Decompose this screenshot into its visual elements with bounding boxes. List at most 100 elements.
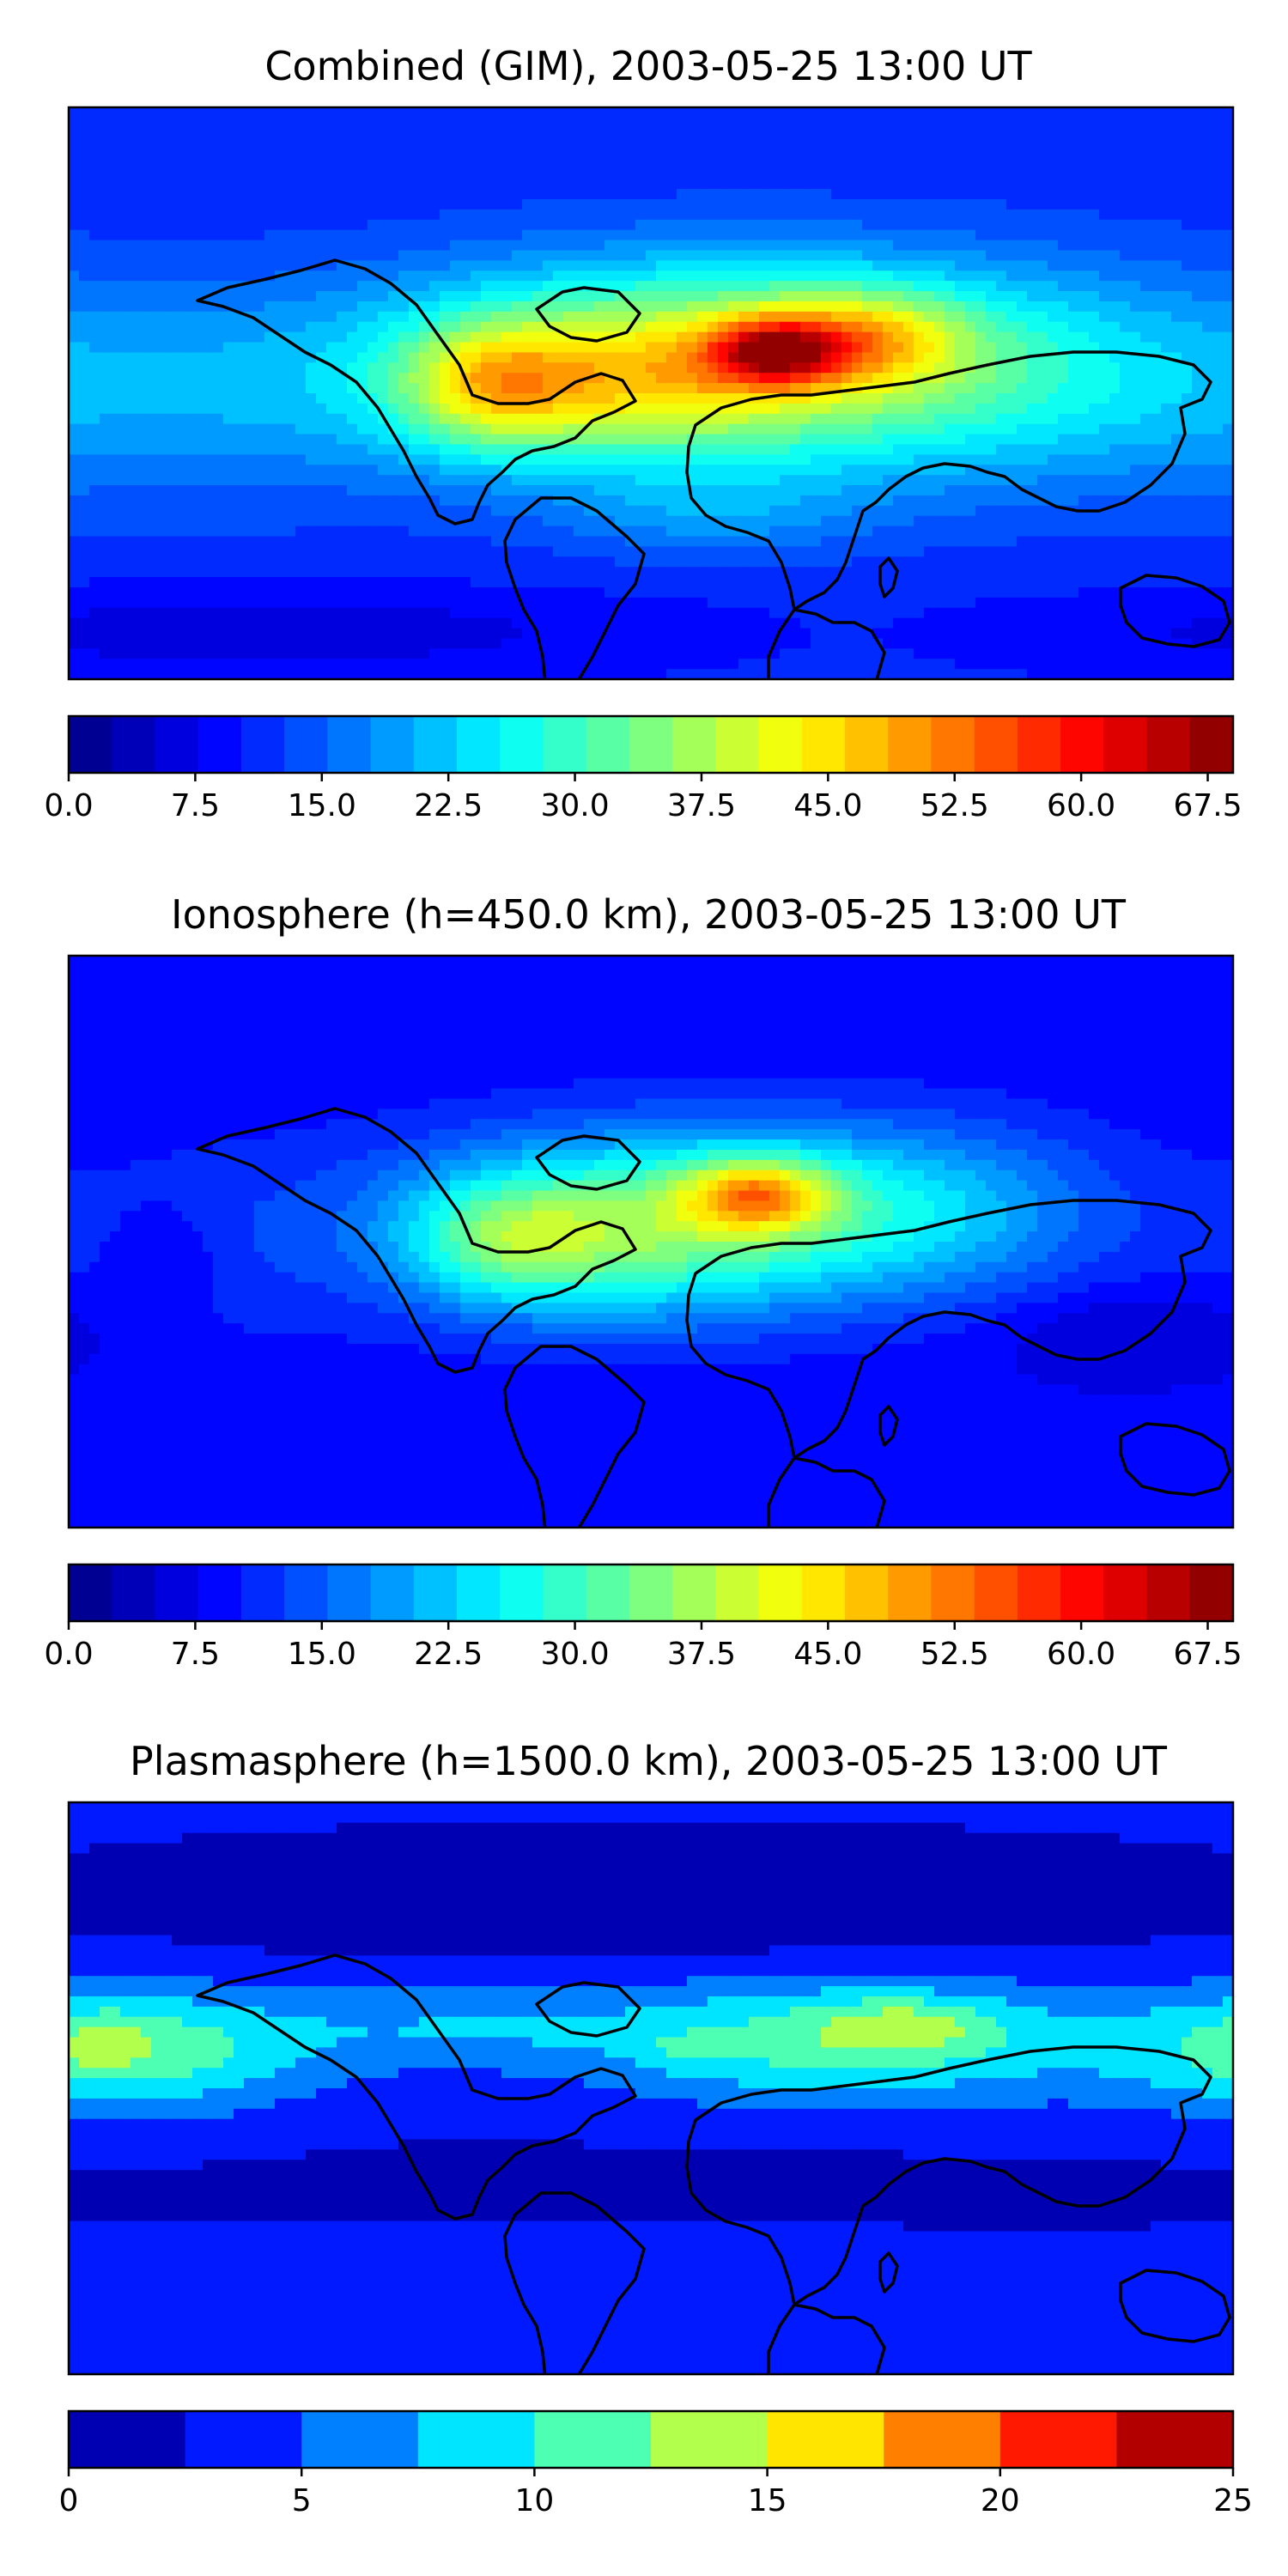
contour-cell	[1109, 475, 1121, 486]
contour-cell	[996, 536, 1007, 547]
contour-cell	[697, 342, 708, 354]
contour-cell	[780, 189, 791, 200]
contour-cell	[254, 199, 265, 210]
contour-cell	[450, 383, 461, 394]
contour-cell	[1140, 505, 1151, 517]
contour-cell	[79, 342, 90, 354]
contour-cell	[677, 536, 688, 547]
contour-cell	[1192, 107, 1203, 118]
contour-cell	[594, 505, 605, 517]
contour-cell	[996, 270, 1007, 282]
contour-cell	[1161, 189, 1172, 200]
contour-cell	[677, 413, 688, 425]
contour-cell	[1192, 281, 1203, 292]
contour-cell	[1171, 475, 1182, 486]
contour-cell	[821, 321, 832, 333]
contour-cell	[790, 465, 801, 476]
contour-cell	[646, 515, 657, 527]
contour-cell	[1223, 393, 1233, 404]
contour-cell	[697, 485, 708, 496]
contour-cell	[172, 546, 183, 557]
contour-cell	[893, 291, 904, 302]
contour-cell	[687, 168, 698, 179]
contour-cell	[120, 219, 131, 231]
contour-cell	[460, 107, 471, 118]
contour-cell	[1130, 331, 1141, 343]
contour-cell	[1027, 546, 1038, 557]
contour-cell	[790, 260, 801, 271]
contour-cell	[1212, 423, 1224, 435]
contour-cell	[481, 434, 492, 446]
contour-cell	[110, 311, 121, 323]
contour-cell	[275, 260, 286, 271]
contour-cell	[769, 526, 781, 538]
contour-cell	[996, 148, 1007, 160]
contour-cell	[316, 373, 327, 384]
contour-cell	[1027, 189, 1038, 200]
contour-cell	[481, 362, 492, 374]
contour-cell	[295, 495, 307, 507]
contour-cell	[1182, 475, 1193, 486]
contour-cell	[780, 495, 791, 507]
contour-cell	[429, 465, 440, 476]
contour-cell	[1078, 485, 1090, 496]
contour-cell	[491, 270, 502, 282]
contour-cell	[718, 301, 729, 313]
contour-cell	[738, 423, 750, 435]
contour-cell	[471, 117, 482, 129]
contour-cell	[1171, 209, 1182, 221]
contour-cell	[471, 209, 482, 221]
contour-cell	[594, 403, 605, 415]
contour-cell	[656, 444, 667, 455]
contour-cell	[759, 423, 770, 435]
contour-cell	[955, 137, 966, 149]
contour-cell	[852, 117, 863, 129]
contour-cell	[409, 148, 420, 160]
contour-cell	[955, 291, 966, 302]
contour-cell	[316, 209, 327, 221]
contour-cell	[151, 107, 162, 118]
contour-cell	[161, 444, 173, 455]
contour-cell	[738, 240, 750, 252]
contour-cell	[594, 465, 605, 476]
contour-cell	[161, 546, 173, 557]
contour-cell	[769, 250, 781, 261]
contour-cell	[316, 168, 327, 179]
contour-cell	[811, 321, 822, 333]
contour-cell	[471, 250, 482, 261]
contour-cell	[1182, 281, 1193, 292]
contour-cell	[975, 209, 987, 221]
contour-cell	[893, 107, 904, 118]
contour-cell	[872, 362, 884, 374]
contour-cell	[161, 311, 173, 323]
contour-cell	[1151, 342, 1162, 354]
contour-cell	[831, 526, 842, 538]
contour-cell	[491, 434, 502, 446]
contour-cell	[347, 117, 358, 129]
contour-cell	[203, 107, 214, 118]
contour-cell	[522, 240, 533, 252]
contour-cell	[811, 434, 822, 446]
contour-cell	[1058, 291, 1069, 302]
contour-cell	[1223, 373, 1233, 384]
contour-cell	[460, 301, 471, 313]
contour-cell	[141, 168, 152, 179]
contour-cell	[264, 209, 276, 221]
contour-cell	[1078, 321, 1090, 333]
contour-cell	[481, 331, 492, 343]
contour-cell	[924, 127, 935, 139]
contour-cell	[996, 321, 1007, 333]
contour-cell	[213, 179, 224, 190]
contour-cell	[1120, 158, 1131, 169]
contour-cell	[1171, 373, 1182, 384]
contour-cell	[1140, 362, 1151, 374]
contour-cell	[522, 179, 533, 190]
contour-cell	[172, 423, 183, 435]
contour-cell	[965, 413, 976, 425]
contour-cell	[440, 179, 451, 190]
contour-cell	[1212, 362, 1224, 374]
contour-cell	[120, 465, 131, 476]
contour-cell	[841, 434, 853, 446]
contour-cell	[862, 352, 873, 363]
